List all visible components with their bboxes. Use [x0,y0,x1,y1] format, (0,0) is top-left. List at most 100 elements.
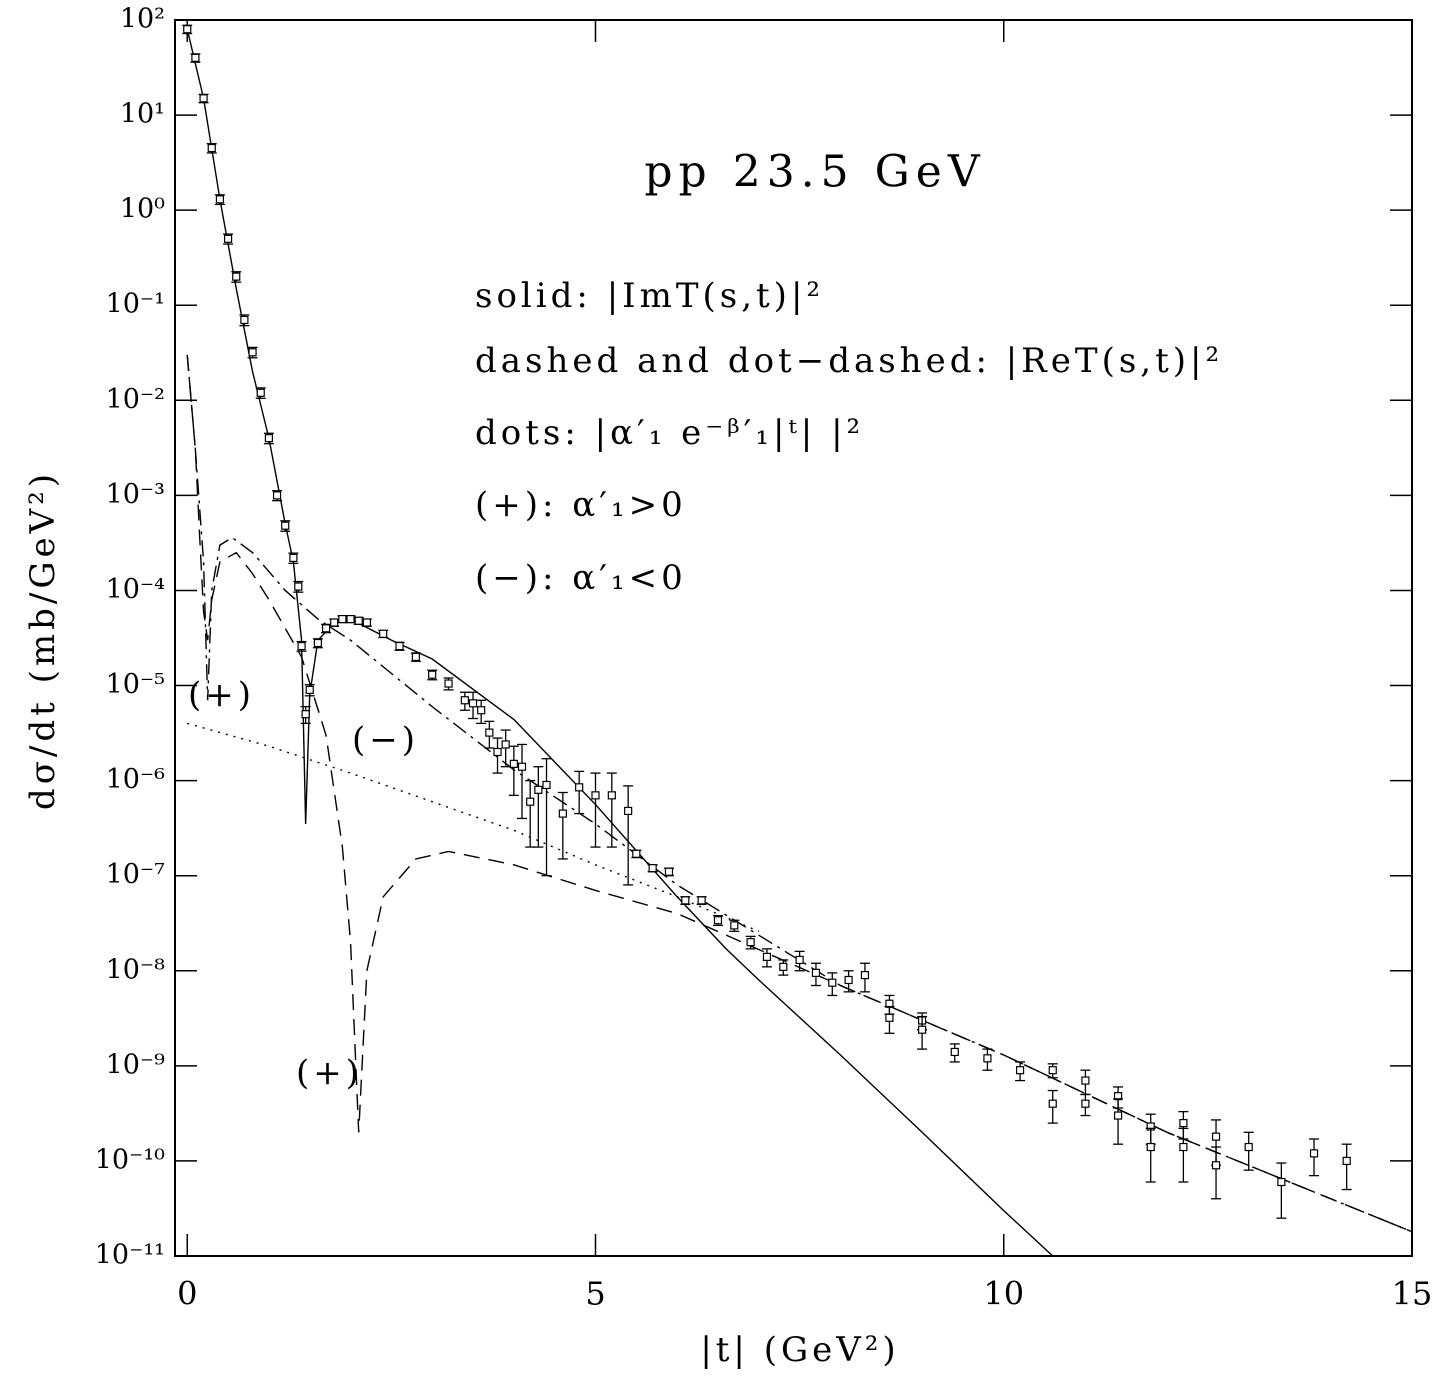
annotation: (+): α′₁>0 [475,485,687,525]
data-point [1211,1161,1221,1170]
data-point [1342,1156,1351,1166]
data-point [950,1047,959,1057]
annotation: solid: |ImT(s,t)|² [475,276,824,316]
data-point [713,916,723,925]
data-point [362,618,371,627]
data-point [509,759,518,768]
data-point [648,864,657,873]
data-point [746,938,755,947]
data-point [248,348,257,357]
y-tick-label: 10⁻¹⁰ [95,1144,165,1175]
data-point [1048,1066,1057,1075]
data-point [681,896,690,905]
y-tick-label: 10² [120,4,165,35]
data-point [223,234,233,243]
data-point [860,971,870,980]
data-point [1081,1076,1090,1085]
data-point [428,670,437,679]
data-point [1113,1111,1123,1120]
data-point [183,25,192,34]
data-point [477,706,486,715]
data-point [795,955,804,965]
y-tick-label: 10⁻¹¹ [95,1240,165,1271]
y-tick-label: 10⁻² [106,384,165,415]
dashed-curve [186,354,1413,1233]
data-point [411,652,420,662]
data-point [730,921,739,930]
data-point [1146,1142,1155,1152]
data-point [191,53,200,62]
annotation: dashed and dot−dashed: |ReT(s,t)|² [475,341,1223,381]
data-point [697,896,706,905]
data-point [379,629,388,638]
y-axis-label: dσ/dt (mb/GeV²) [23,470,63,810]
y-tick-label: 10⁻⁷ [106,859,166,890]
annotation: (+) [188,675,255,715]
data-point [305,685,314,694]
data-point [575,783,584,792]
data-point [346,614,355,624]
x-tick-label: 0 [177,1275,197,1313]
data-point [354,616,363,625]
y-tick-label: 10⁻³ [106,479,165,510]
y-tick-label: 10¹ [120,99,165,130]
data-point [917,1025,927,1034]
data-point [591,791,600,800]
dash-dot-curve [186,354,1413,1233]
data-point [1244,1142,1253,1152]
dotted-curve [187,722,760,932]
annotation: (−): α′₁<0 [475,558,687,598]
data-point [294,582,303,591]
data-point [517,762,527,771]
data-point [272,491,282,500]
x-axis-label: |t| (GeV²) [700,1330,899,1370]
plot-frame [174,19,1413,1257]
data-point [264,434,273,443]
data-point [1211,1132,1221,1141]
data-point [460,696,469,705]
y-tick-label: 10⁻⁵ [106,669,165,700]
y-tick-label: 10⁻⁶ [106,764,166,795]
data-point [297,641,306,651]
data-point [501,740,510,749]
data-point [1179,1142,1188,1152]
data-point [1179,1118,1188,1128]
data-point [885,1013,894,1022]
data-point [321,624,331,633]
data-point [534,785,543,794]
annotation: (−) [352,720,419,760]
data-point [330,618,339,627]
data-point [395,641,404,651]
y-tick-label: 10⁻¹ [106,289,165,320]
data-point [338,614,347,624]
data-point [301,710,310,719]
data-point [526,797,535,806]
x-tick-label: 15 [1392,1275,1433,1313]
chart-title: pp 23.5 GeV [644,147,985,198]
y-tick-label: 10⁻⁹ [106,1049,166,1080]
data-point [215,195,225,204]
data-point [232,272,241,281]
data-point [811,968,821,977]
data-point [624,806,633,816]
data-point [762,952,772,961]
data-point [1048,1099,1057,1108]
data-point [493,747,502,757]
data-point [256,388,265,397]
data-point [313,638,322,648]
data-point [632,849,641,858]
data-point [1277,1177,1286,1187]
data-point [664,867,674,876]
data-point [468,699,478,708]
data-point [983,1054,992,1063]
data-point [828,978,837,987]
data-point [444,679,453,688]
data-point [281,521,290,530]
data-point [844,975,853,985]
y-tick-label: 10⁰ [120,194,165,225]
annotation: (+) [296,1053,363,1093]
x-tick-label: 10 [983,1275,1024,1313]
annotation: dots: |α′₁ e⁻ᵝ′₁|ᵗ| |² [475,413,864,453]
data-point [542,780,551,790]
